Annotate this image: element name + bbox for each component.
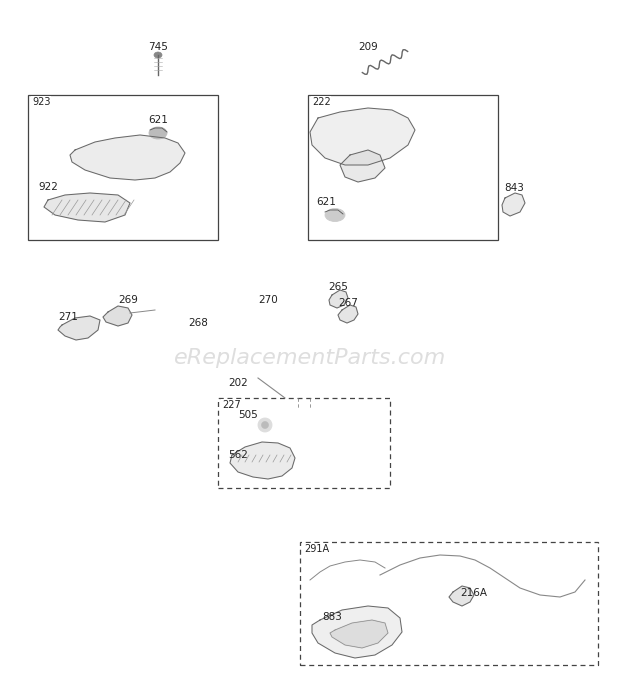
Bar [218, 398, 390, 488]
Bar [308, 95, 498, 240]
Polygon shape [449, 586, 474, 606]
Polygon shape [70, 135, 185, 180]
Text: 209: 209 [358, 42, 378, 52]
Text: 745: 745 [148, 42, 168, 52]
Bar [300, 542, 598, 665]
Ellipse shape [149, 127, 167, 139]
Polygon shape [502, 193, 525, 216]
Text: 505: 505 [238, 410, 258, 420]
Ellipse shape [258, 418, 272, 432]
Text: 271: 271 [58, 312, 78, 322]
Text: 268: 268 [188, 318, 208, 328]
Text: 621: 621 [316, 197, 336, 207]
Polygon shape [340, 150, 385, 182]
Text: 922: 922 [38, 182, 58, 192]
Bar [28, 95, 218, 240]
Text: 291A: 291A [304, 544, 329, 554]
Text: 216A: 216A [460, 588, 487, 598]
Text: 267: 267 [338, 298, 358, 308]
Polygon shape [44, 193, 130, 222]
Text: 562: 562 [228, 450, 248, 460]
Text: 883: 883 [322, 612, 342, 622]
Ellipse shape [325, 209, 345, 222]
Text: 202: 202 [228, 378, 248, 388]
Text: 843: 843 [504, 183, 524, 193]
Text: 227: 227 [222, 400, 241, 410]
Text: 270: 270 [258, 295, 278, 305]
Polygon shape [329, 290, 348, 308]
Text: 269: 269 [118, 295, 138, 305]
Polygon shape [312, 606, 402, 658]
Ellipse shape [154, 52, 162, 58]
Polygon shape [58, 316, 100, 340]
Polygon shape [338, 305, 358, 323]
Text: eReplacementParts.com: eReplacementParts.com [174, 348, 446, 368]
Text: 923: 923 [32, 97, 50, 107]
Text: 265: 265 [328, 282, 348, 292]
Polygon shape [230, 442, 295, 479]
Text: 222: 222 [312, 97, 330, 107]
Polygon shape [330, 620, 388, 648]
Polygon shape [103, 306, 132, 326]
Polygon shape [310, 108, 415, 165]
Ellipse shape [262, 421, 268, 428]
Text: 621: 621 [148, 115, 168, 125]
